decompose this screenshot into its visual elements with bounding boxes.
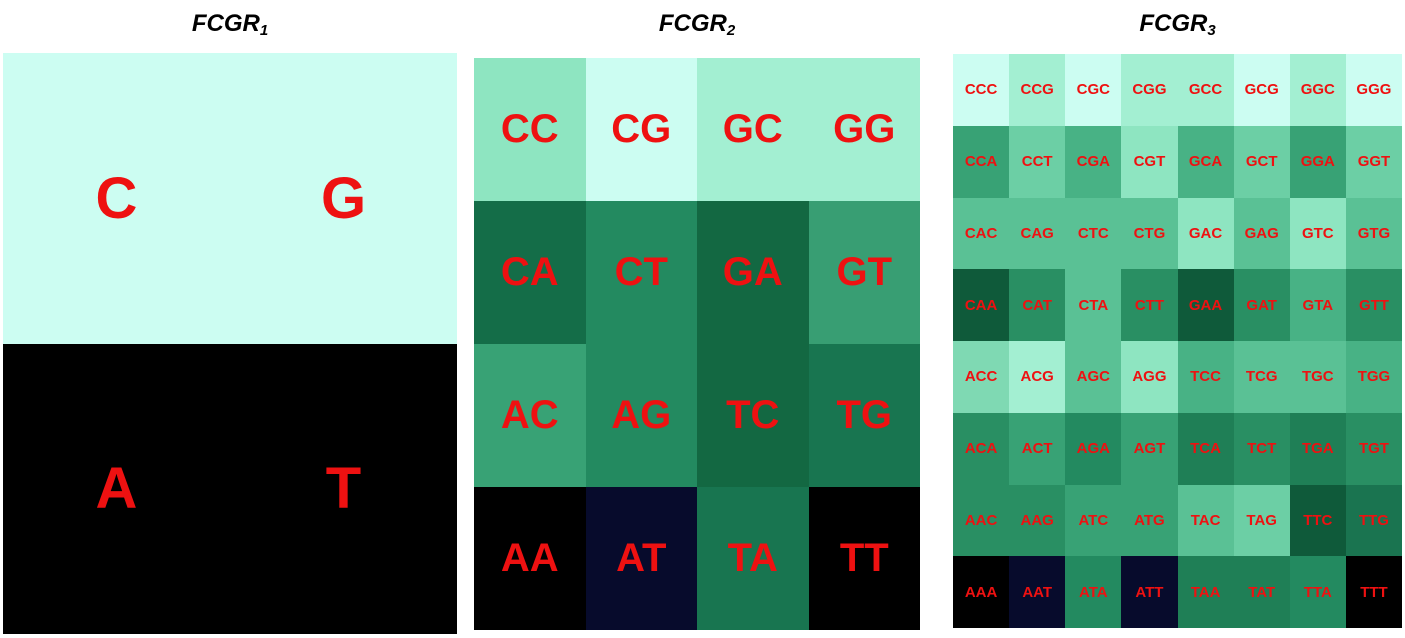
kmer-cell-ag: AG <box>585 344 697 487</box>
kmer-cell-aac: AAC <box>953 484 1010 557</box>
kmer-cell-tac: TAC <box>1177 484 1234 557</box>
kmer-cell-at: AT <box>585 487 697 630</box>
kmer-cell-gc: GC <box>697 58 809 201</box>
kmer-cell-ctc: CTC <box>1065 197 1122 270</box>
kmer-cell-tt: TT <box>808 487 920 630</box>
kmer-cell-cc: CC <box>474 58 586 201</box>
kmer-cell-aca: ACA <box>953 412 1010 485</box>
kmer-cell-ctt: CTT <box>1121 269 1178 341</box>
kmer-cell-ata: ATA <box>1065 556 1122 628</box>
kmer-cell-c: C <box>3 53 230 344</box>
panel-2-title-sub: 2 <box>726 22 736 39</box>
kmer-cell-cag: CAG <box>1009 197 1066 270</box>
kmer-cell-atc: ATC <box>1065 484 1122 557</box>
kmer-cell-tgg: TGG <box>1345 341 1402 413</box>
panel-1-title-main: FCGR <box>191 10 260 37</box>
kmer-cell-ttt: TTT <box>1345 556 1402 628</box>
kmer-cell-tca: TCA <box>1177 412 1234 485</box>
kmer-cell-cat: CAT <box>1009 269 1066 341</box>
kmer-cell-aat: AAT <box>1009 556 1066 628</box>
panel-1-title: FCGR1 <box>3 4 457 44</box>
kmer-cell-gct: GCT <box>1233 125 1290 198</box>
kmer-cell-tgc: TGC <box>1289 341 1346 413</box>
panel-2-title: FCGR2 <box>474 4 920 44</box>
kmer-cell-acg: ACG <box>1009 341 1066 413</box>
kmer-cell-tag: TAG <box>1233 484 1290 557</box>
kmer-cell-ggg: GGG <box>1345 54 1402 126</box>
kmer-cell-aga: AGA <box>1065 412 1122 485</box>
kmer-cell-gcc: GCC <box>1177 54 1234 126</box>
kmer-cell-tcc: TCC <box>1177 341 1234 413</box>
kmer-cell-ga: GA <box>697 201 809 344</box>
kmer-cell-gtt: GTT <box>1345 269 1402 341</box>
kmer-cell-gca: GCA <box>1177 125 1234 198</box>
panel-2-title-main: FCGR <box>658 10 727 37</box>
kmer-cell-cca: CCA <box>953 125 1010 198</box>
kmer-cell-tga: TGA <box>1289 412 1346 485</box>
kmer-cell-gaa: GAA <box>1177 269 1234 341</box>
panel-1-title-sub: 1 <box>259 22 269 39</box>
kmer-cell-ac: AC <box>474 344 586 487</box>
kmer-cell-gga: GGA <box>1289 125 1346 198</box>
kmer-cell-gt: GT <box>808 201 920 344</box>
kmer-cell-cac: CAC <box>953 197 1010 270</box>
kmer-cell-taa: TAA <box>1177 556 1234 628</box>
kmer-cell-ttc: TTC <box>1289 484 1346 557</box>
kmer-cell-a: A <box>3 343 230 634</box>
kmer-cell-ggt: GGT <box>1345 125 1402 198</box>
kmer-cell-gag: GAG <box>1233 197 1290 270</box>
kmer-cell-cgg: CGG <box>1121 54 1178 126</box>
kmer-cell-ggc: GGC <box>1289 54 1346 126</box>
kmer-cell-att: ATT <box>1121 556 1178 628</box>
kmer-cell-agc: AGC <box>1065 341 1122 413</box>
kmer-cell-act: ACT <box>1009 412 1066 485</box>
kmer-cell-ccg: CCG <box>1009 54 1066 126</box>
kmer-cell-agg: AGG <box>1121 341 1178 413</box>
kmer-cell-cta: CTA <box>1065 269 1122 341</box>
kmer-cell-ctg: CTG <box>1121 197 1178 270</box>
kmer-cell-ttg: TTG <box>1345 484 1402 557</box>
kmer-cell-tgt: TGT <box>1345 412 1402 485</box>
kmer-cell-tc: TC <box>697 344 809 487</box>
kmer-cell-gac: GAC <box>1177 197 1234 270</box>
kmer-cell-gtc: GTC <box>1289 197 1346 270</box>
kmer-cell-tat: TAT <box>1233 556 1290 628</box>
kmer-cell-gcg: GCG <box>1233 54 1290 126</box>
kmer-cell-gtg: GTG <box>1345 197 1402 270</box>
kmer-cell-ca: CA <box>474 201 586 344</box>
kmer-cell-aaa: AAA <box>953 556 1010 628</box>
kmer-cell-tta: TTA <box>1289 556 1346 628</box>
kmer-cell-cct: CCT <box>1009 125 1066 198</box>
kmer-cell-aag: AAG <box>1009 484 1066 557</box>
kmer-cell-ccc: CCC <box>953 54 1010 126</box>
kmer-cell-aa: AA <box>474 487 586 630</box>
fcgr2-grid: CC CG GC GG CA CT GA GT AC AG TC TG AA AT TA TT <box>474 58 920 630</box>
kmer-cell-tg: TG <box>808 344 920 487</box>
kmer-cell-cgt: CGT <box>1121 125 1178 198</box>
panel-3-title: FCGR3 <box>953 4 1402 44</box>
kmer-cell-gta: GTA <box>1289 269 1346 341</box>
kmer-cell-ct: CT <box>585 201 697 344</box>
kmer-cell-tcg: TCG <box>1233 341 1290 413</box>
kmer-cell-atg: ATG <box>1121 484 1178 557</box>
kmer-cell-g: G <box>230 53 457 344</box>
kmer-cell-agt: AGT <box>1121 412 1178 485</box>
kmer-cell-gg: GG <box>808 58 920 201</box>
panel-3-title-sub: 3 <box>1207 22 1216 39</box>
panel-3-title-main: FCGR <box>1139 10 1208 37</box>
kmer-cell-cgc: CGC <box>1065 54 1122 126</box>
kmer-cell-tct: TCT <box>1233 412 1290 485</box>
kmer-cell-t: T <box>230 343 457 634</box>
kmer-cell-ta: TA <box>697 487 809 630</box>
kmer-cell-gat: GAT <box>1233 269 1290 341</box>
fcgr3-grid: CCC CCG CGC CGG GCC GCG GGC GGG CCA CCT CGA CGT GCA G… <box>953 54 1402 628</box>
kmer-cell-caa: CAA <box>953 269 1010 341</box>
kmer-cell-cga: CGA <box>1065 125 1122 198</box>
kmer-cell-cg: CG <box>585 58 697 201</box>
kmer-cell-acc: ACC <box>953 341 1010 413</box>
